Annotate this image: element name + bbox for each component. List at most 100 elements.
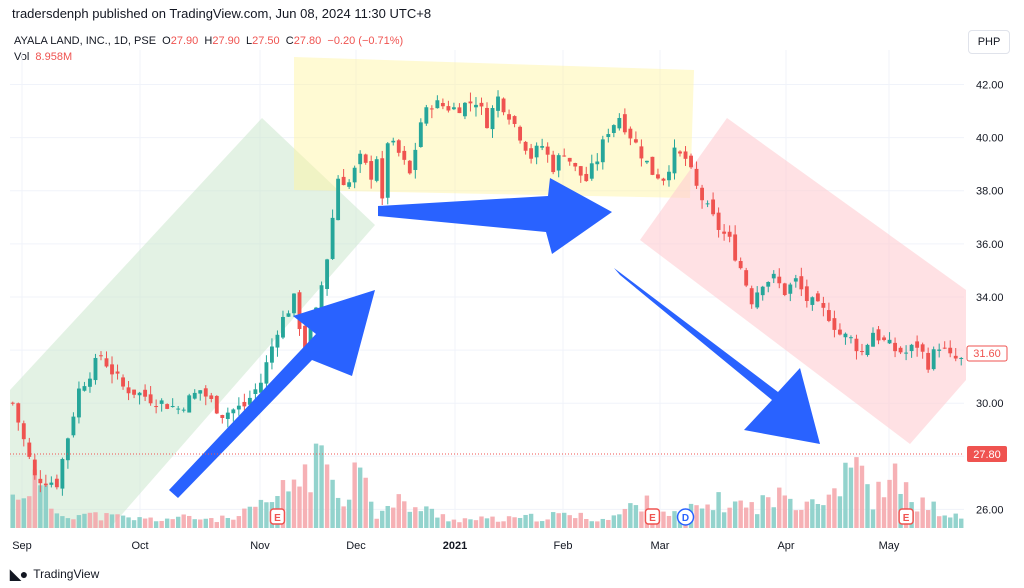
footer-brand: TradingView (33, 567, 100, 581)
volume-bar (633, 505, 639, 528)
volume-bar (777, 487, 782, 528)
candle-body (451, 107, 456, 110)
candle-body (330, 217, 335, 259)
volume-bar (424, 506, 429, 528)
volume-bar (297, 486, 302, 528)
volume-bar (115, 514, 120, 528)
candle-body (578, 166, 583, 176)
candle-body (909, 344, 914, 352)
candle-body (849, 337, 853, 339)
volume-bar (600, 518, 606, 528)
volume-bar (953, 513, 958, 528)
volume-bar (639, 511, 644, 528)
candle-body (496, 96, 500, 111)
footer: ◣● TradingView (10, 564, 99, 584)
chart-legend: AYALA LAND, INC., 1D, PSE O27.90 H27.90 … (14, 33, 403, 65)
volume-bar (451, 519, 457, 528)
candle-body (209, 395, 214, 399)
candle-body (440, 102, 445, 107)
candle-body (512, 116, 517, 124)
x-tick-label: Mar (651, 540, 670, 552)
close-value: 27.80 (293, 35, 322, 47)
candle-body (540, 146, 545, 148)
volume-bar (10, 494, 15, 528)
volume-bar (782, 495, 787, 528)
volume-bar (920, 497, 925, 528)
volume-bar (319, 445, 324, 528)
volume-bar (804, 501, 810, 528)
volume-bar (892, 463, 898, 528)
candle-body (385, 143, 390, 198)
candle-body (843, 333, 848, 338)
volume-bar (142, 518, 148, 528)
volume-bar (870, 509, 876, 528)
candle-body (93, 357, 98, 381)
y-tick-label: 42.00 (976, 80, 1004, 92)
tradingview-logo-icon[interactable]: ◣● (10, 565, 28, 582)
volume-bar (49, 508, 54, 528)
price-tags: 31.60 27.80 (966, 345, 1008, 462)
volume-bar (545, 519, 550, 528)
volume-bar (743, 507, 749, 528)
candle-body (446, 106, 451, 111)
volume-bar (247, 506, 253, 528)
volume-bar (749, 502, 754, 528)
candle-body (88, 378, 92, 387)
candle-body (518, 126, 523, 141)
volume-bar (936, 516, 942, 528)
volume-bar (793, 510, 799, 528)
low-value: 27.50 (252, 35, 280, 47)
volume-bar (501, 521, 506, 528)
candle-body (953, 355, 958, 359)
currency-button[interactable]: PHP (968, 30, 1010, 54)
volume-bar (490, 516, 495, 528)
volume-bar (903, 482, 909, 528)
candle-body (258, 382, 263, 393)
volume-bar (484, 518, 490, 528)
candle-body (27, 442, 32, 457)
volume-bar (727, 507, 732, 528)
volume-bar (413, 507, 418, 528)
volume-bar (738, 500, 743, 528)
volume-bar (595, 521, 600, 528)
candle-body (920, 344, 925, 352)
volume-bar (666, 515, 672, 528)
volume-bar (914, 511, 920, 528)
volume-bar (694, 505, 699, 528)
volume-bar (341, 506, 346, 528)
volume-bar (948, 517, 953, 528)
y-tick-label: 36.00 (976, 239, 1004, 251)
volume-bar (854, 457, 859, 528)
volume-bar (959, 518, 964, 528)
volume-bar (159, 520, 164, 528)
volume-bar (313, 443, 319, 528)
volume-bar (721, 512, 727, 528)
candle-body (865, 344, 870, 356)
y-tick-label: 34.00 (976, 292, 1004, 304)
volume-bar (837, 496, 843, 528)
candle-body (529, 148, 534, 159)
candle-body (683, 151, 688, 159)
candle-body (203, 388, 208, 397)
candle-body (711, 199, 716, 215)
earnings-marker (644, 508, 661, 525)
candle-body (176, 408, 181, 410)
volume-bar (324, 464, 330, 528)
volume-bar (286, 491, 291, 528)
symbol-name[interactable]: AYALA LAND, INC., 1D, PSE (14, 35, 157, 47)
uptrend-channel (10, 118, 375, 528)
candle-body (192, 392, 197, 399)
candle-body (931, 349, 936, 370)
candle-body (639, 146, 644, 159)
candle-body (937, 349, 942, 351)
volume-bar (82, 513, 87, 528)
candle-body (242, 401, 247, 407)
candle-body (374, 159, 379, 181)
candle-body (231, 409, 236, 414)
candle-body (788, 284, 793, 294)
volume-bar (821, 505, 826, 528)
candle-body (755, 292, 760, 308)
candle-body (391, 140, 396, 143)
candle-body (628, 128, 633, 139)
